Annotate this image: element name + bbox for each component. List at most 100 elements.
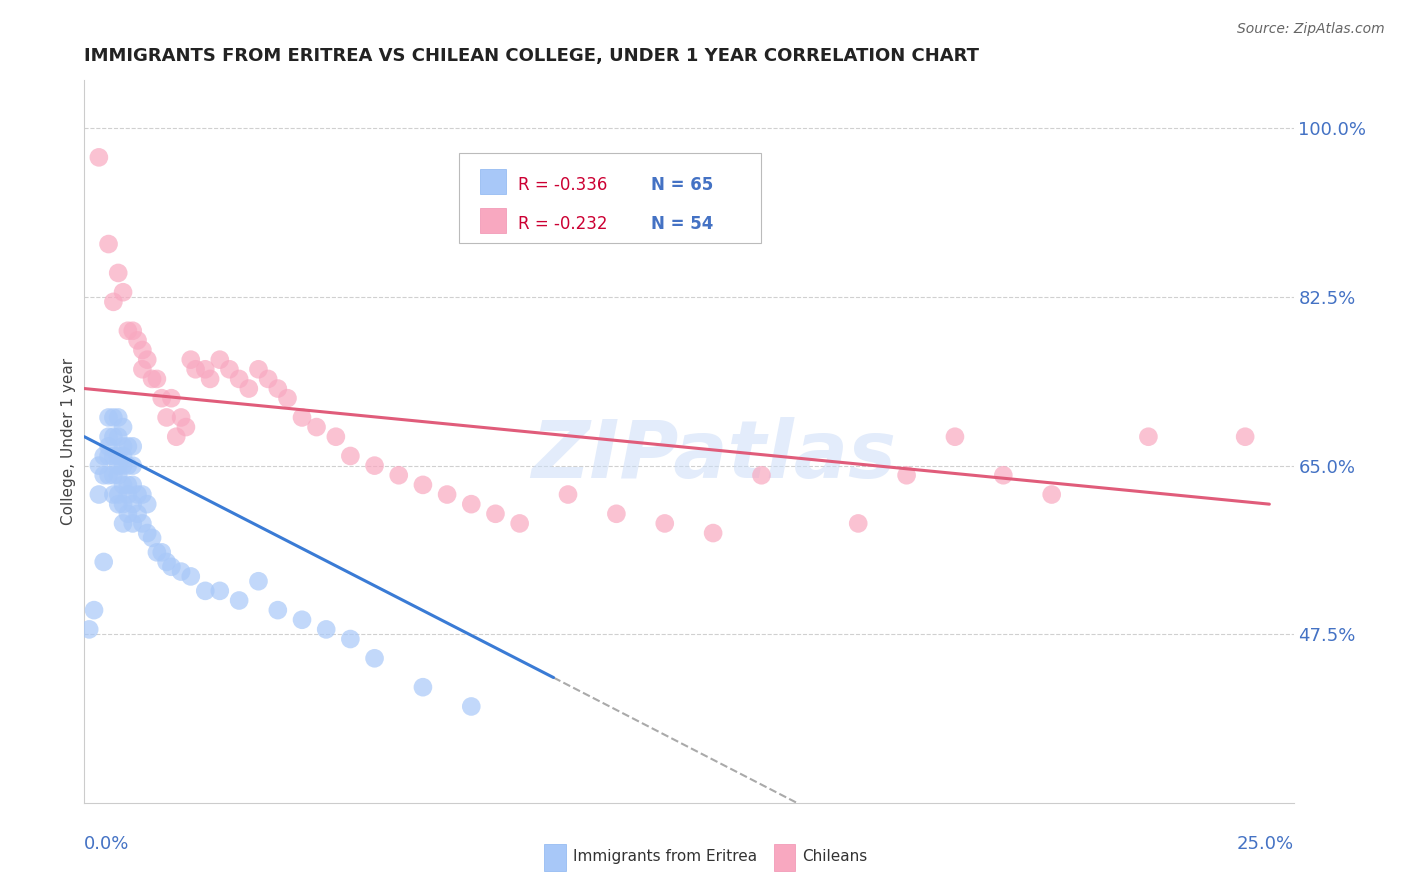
Point xyxy=(112,478,135,492)
Point xyxy=(943,430,966,444)
Point xyxy=(107,449,129,463)
Point xyxy=(107,430,129,444)
Point xyxy=(117,507,139,521)
Point xyxy=(136,497,159,511)
Point xyxy=(751,468,773,483)
Point xyxy=(97,439,120,453)
Point xyxy=(160,559,183,574)
Point xyxy=(247,574,270,589)
Point xyxy=(131,343,153,357)
Point xyxy=(103,487,125,501)
Point xyxy=(131,516,153,531)
Text: Chileans: Chileans xyxy=(803,849,868,864)
FancyBboxPatch shape xyxy=(479,169,506,194)
Point xyxy=(97,430,120,444)
Point xyxy=(107,487,129,501)
Point xyxy=(112,497,135,511)
Point xyxy=(117,439,139,453)
Point xyxy=(107,468,129,483)
Point xyxy=(1234,430,1257,444)
Text: IMMIGRANTS FROM ERITREA VS CHILEAN COLLEGE, UNDER 1 YEAR CORRELATION CHART: IMMIGRANTS FROM ERITREA VS CHILEAN COLLE… xyxy=(84,47,980,65)
Point xyxy=(136,352,159,367)
Point xyxy=(165,430,187,444)
Point xyxy=(112,439,135,453)
Point xyxy=(993,468,1015,483)
Point xyxy=(112,449,135,463)
Point xyxy=(412,478,434,492)
Point xyxy=(117,458,139,473)
Point xyxy=(170,565,193,579)
FancyBboxPatch shape xyxy=(544,844,565,871)
Point xyxy=(170,410,193,425)
Point xyxy=(146,372,169,386)
Point xyxy=(509,516,531,531)
Point xyxy=(112,516,135,531)
Point xyxy=(155,410,177,425)
Y-axis label: College, Under 1 year: College, Under 1 year xyxy=(60,358,76,525)
Point xyxy=(77,623,100,637)
Text: Source: ZipAtlas.com: Source: ZipAtlas.com xyxy=(1237,22,1385,37)
Point xyxy=(180,352,202,367)
Point xyxy=(131,487,153,501)
Point xyxy=(103,294,125,309)
Point xyxy=(121,516,143,531)
Point xyxy=(194,362,217,376)
FancyBboxPatch shape xyxy=(479,208,506,234)
Point xyxy=(107,266,129,280)
Point xyxy=(117,487,139,501)
Point xyxy=(436,487,458,501)
Text: 25.0%: 25.0% xyxy=(1236,835,1294,854)
Point xyxy=(305,420,328,434)
Point xyxy=(557,487,579,501)
Point xyxy=(121,439,143,453)
Point xyxy=(146,545,169,559)
Point xyxy=(87,150,110,164)
Point xyxy=(107,458,129,473)
Point xyxy=(127,487,149,501)
Point xyxy=(103,430,125,444)
Point xyxy=(174,420,197,434)
Point xyxy=(121,497,143,511)
Point xyxy=(131,362,153,376)
Point xyxy=(896,468,918,483)
Point xyxy=(460,497,482,511)
Point xyxy=(121,478,143,492)
Point xyxy=(702,526,724,541)
Point xyxy=(460,699,482,714)
Point xyxy=(141,372,163,386)
Text: 0.0%: 0.0% xyxy=(84,835,129,854)
Point xyxy=(117,324,139,338)
Point xyxy=(228,593,250,607)
Point xyxy=(267,382,290,396)
Point xyxy=(184,362,207,376)
FancyBboxPatch shape xyxy=(460,153,762,243)
Point xyxy=(325,430,347,444)
Point xyxy=(363,651,385,665)
Point xyxy=(315,623,337,637)
Point xyxy=(141,531,163,545)
Point xyxy=(93,555,115,569)
Point xyxy=(1137,430,1160,444)
Point xyxy=(339,632,361,646)
Point xyxy=(257,372,280,386)
Point xyxy=(238,382,260,396)
Point xyxy=(97,449,120,463)
Point xyxy=(97,237,120,252)
Point xyxy=(846,516,869,531)
Point xyxy=(605,507,627,521)
Point xyxy=(107,497,129,511)
Text: R = -0.232: R = -0.232 xyxy=(519,215,607,234)
Point xyxy=(194,583,217,598)
Point xyxy=(93,449,115,463)
FancyBboxPatch shape xyxy=(773,844,796,871)
Point xyxy=(103,410,125,425)
Point xyxy=(112,420,135,434)
Point xyxy=(103,468,125,483)
Point xyxy=(121,458,143,473)
Point xyxy=(155,555,177,569)
Point xyxy=(160,391,183,405)
Point xyxy=(267,603,290,617)
Point xyxy=(291,613,314,627)
Point xyxy=(412,680,434,694)
Point xyxy=(127,507,149,521)
